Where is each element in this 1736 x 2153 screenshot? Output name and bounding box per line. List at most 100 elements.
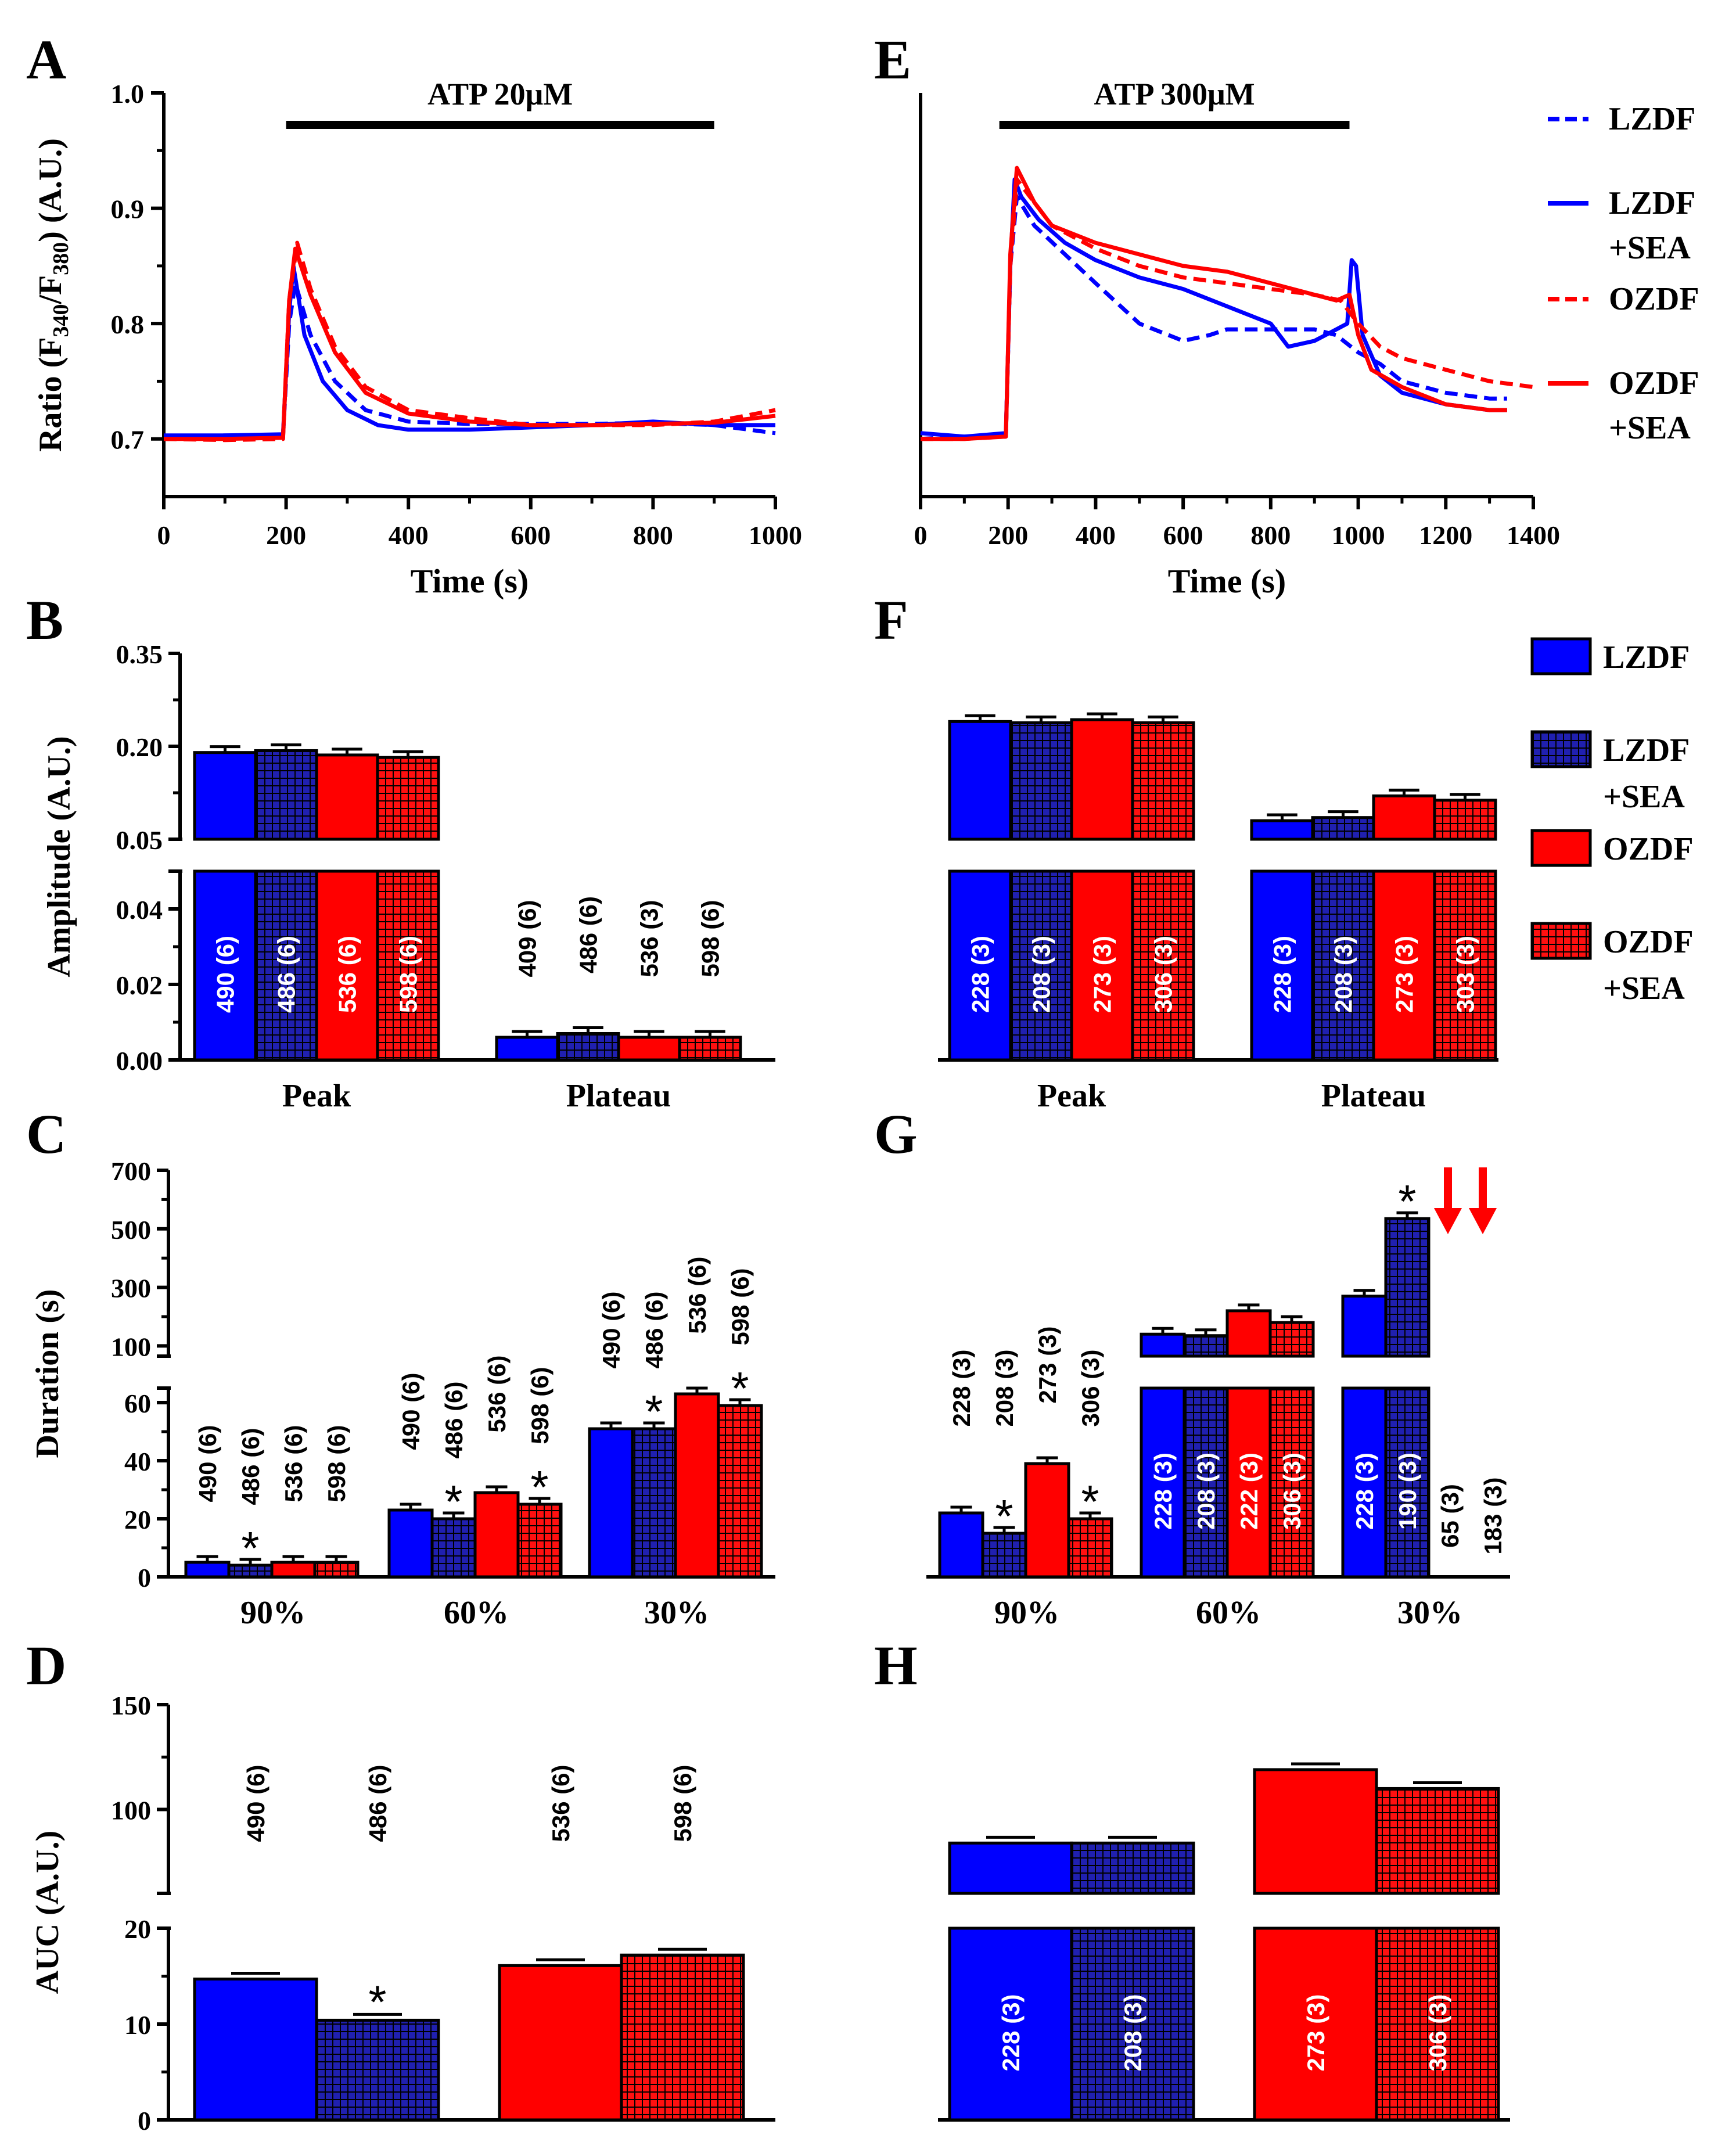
panel-letter-B: B <box>26 589 63 651</box>
y-tick-label: 300 <box>111 1274 151 1303</box>
bar-lzdf-upper <box>948 720 1012 841</box>
x-tick-label: 1200 <box>1419 520 1472 550</box>
legend-label: OZDF <box>1609 281 1699 317</box>
x-tick-label: 200 <box>988 520 1028 550</box>
bar-ozdf-upper <box>315 753 379 841</box>
stimulus-label: ATP 300μM <box>1094 77 1255 112</box>
x-axis-title-E: Time (s) <box>1168 562 1286 600</box>
bar-lzdf <box>938 1511 984 1579</box>
significance-asterisk: * <box>995 1490 1013 1542</box>
legend-label: OZDF <box>1609 365 1699 401</box>
y-axis-title-A: Ratio (F340/F380) (A.U.) <box>33 138 73 452</box>
y-axis-title-D: AUC (A.U.) <box>30 1831 66 1994</box>
legend-label: +SEA <box>1603 779 1685 815</box>
y-axis-title-part: 380 <box>49 242 73 275</box>
bar-ozdf-sea <box>516 1503 563 1579</box>
y-tick-label: 0.8 <box>111 310 145 339</box>
y-tick-label: 0.00 <box>116 1046 163 1076</box>
bar-lzdf-sea-lower <box>1070 1926 1195 2122</box>
bar-ozdf-sea <box>678 1036 742 1062</box>
bar-lzdf-lower <box>1250 869 1314 1062</box>
n-label: 306 (3) <box>1150 936 1177 1013</box>
panel-letter-F: F <box>874 589 908 651</box>
y-axis-title-part: ) (A.U.) <box>33 138 69 242</box>
y-axis-title-part: /F <box>33 275 69 305</box>
bar-ozdf-sea-upper <box>1131 721 1195 841</box>
n-label: 598 (6) <box>323 1425 350 1502</box>
category-label: 30% <box>644 1595 709 1631</box>
n-label: 536 (6) <box>483 1355 511 1432</box>
legend-label: +SEA <box>1609 410 1691 446</box>
bar-ozdf <box>617 1036 681 1062</box>
series-line-ozdf-sea <box>921 166 1507 441</box>
y-tick-label: 100 <box>111 1332 151 1361</box>
significance-asterisk: * <box>444 1476 462 1527</box>
category-label: 30% <box>1397 1595 1462 1631</box>
category-label: Plateau <box>1321 1078 1426 1114</box>
n-label: 273 (3) <box>1034 1326 1061 1403</box>
panel-letter-D: D <box>26 1634 66 1696</box>
bar-lzdf-sea-lower <box>254 869 318 1062</box>
bar-lzdf-sea-upper <box>1009 721 1073 841</box>
n-label: 273 (3) <box>1391 936 1418 1013</box>
legend-label: LZDF <box>1609 101 1695 137</box>
red-arrow-head <box>1434 1208 1462 1234</box>
bar-lzdf-lower <box>948 1926 1073 2122</box>
bar-ozdf-lower <box>1253 1926 1378 2122</box>
n-label: 409 (6) <box>514 900 541 977</box>
bar-ozdf-lower <box>1372 869 1436 1062</box>
significance-asterisk: * <box>1398 1176 1416 1227</box>
n-label: 273 (3) <box>1302 1994 1329 2071</box>
n-label: 306 (3) <box>1424 1994 1451 2071</box>
series-line-ozdf-sea <box>164 246 776 441</box>
n-label: 183 (3) <box>1479 1477 1507 1554</box>
bar-lzdf-sea-upper <box>1384 1217 1431 1358</box>
legend-swatch-bar-0 <box>1530 637 1592 675</box>
n-label: 228 (3) <box>967 936 994 1013</box>
bar-lzdf-sea <box>981 1532 1027 1579</box>
bar-lzdf <box>588 1427 634 1579</box>
significance-asterisk: * <box>368 1976 386 2028</box>
x-tick-label: 400 <box>389 520 429 550</box>
x-tick-label: 600 <box>511 520 551 550</box>
n-label: 490 (6) <box>397 1372 425 1450</box>
n-label: 208 (3) <box>1119 1994 1146 2071</box>
panel-letter-H: H <box>874 1634 918 1696</box>
x-tick-label: 800 <box>1250 520 1291 550</box>
bar-ozdf-upper <box>1070 718 1134 841</box>
bar-ozdf <box>270 1561 317 1579</box>
legend-label: LZDF <box>1603 732 1690 768</box>
panel-letter-G: G <box>874 1103 918 1165</box>
x-tick-label: 400 <box>1076 520 1116 550</box>
bar-lzdf-upper <box>193 751 257 841</box>
n-label: 228 (3) <box>997 1994 1025 2071</box>
stimulus-label: ATP 20μM <box>427 77 573 112</box>
n-label: 190 (3) <box>1394 1453 1421 1530</box>
y-tick-label: 60 <box>124 1389 151 1418</box>
legend-label: +SEA <box>1603 971 1685 1007</box>
y-tick-label: 0.9 <box>111 195 145 224</box>
x-tick-label: 1400 <box>1507 520 1560 550</box>
bar-lzdf-upper <box>1341 1295 1388 1358</box>
bar-ozdf-sea-lower <box>376 869 440 1062</box>
n-label: 490 (6) <box>598 1291 625 1368</box>
n-label: 486 (6) <box>575 896 602 973</box>
category-label: Plateau <box>566 1078 671 1114</box>
category-label: Peak <box>282 1078 351 1114</box>
n-label: 490 (6) <box>242 1764 269 1842</box>
y-tick-label: 0.35 <box>116 639 163 669</box>
bar-ozdf-sea <box>620 1953 745 2122</box>
bar-lzdf-upper <box>1250 819 1314 841</box>
n-label: 273 (3) <box>1089 936 1116 1013</box>
n-label: 228 (3) <box>1269 936 1296 1013</box>
y-tick-label: 1.0 <box>111 79 145 109</box>
n-label: 208 (3) <box>1028 936 1055 1013</box>
red-arrow-head <box>1469 1208 1497 1234</box>
bar-lzdf-lower <box>1341 1386 1388 1579</box>
n-label: 303 (3) <box>1452 936 1479 1013</box>
n-label: 598 (6) <box>697 900 724 977</box>
category-label: 90% <box>994 1595 1059 1631</box>
bar-lzdf-lower <box>1140 1386 1186 1579</box>
bar-lzdf-sea-upper <box>1070 1841 1195 1895</box>
category-label: Peak <box>1037 1078 1106 1114</box>
